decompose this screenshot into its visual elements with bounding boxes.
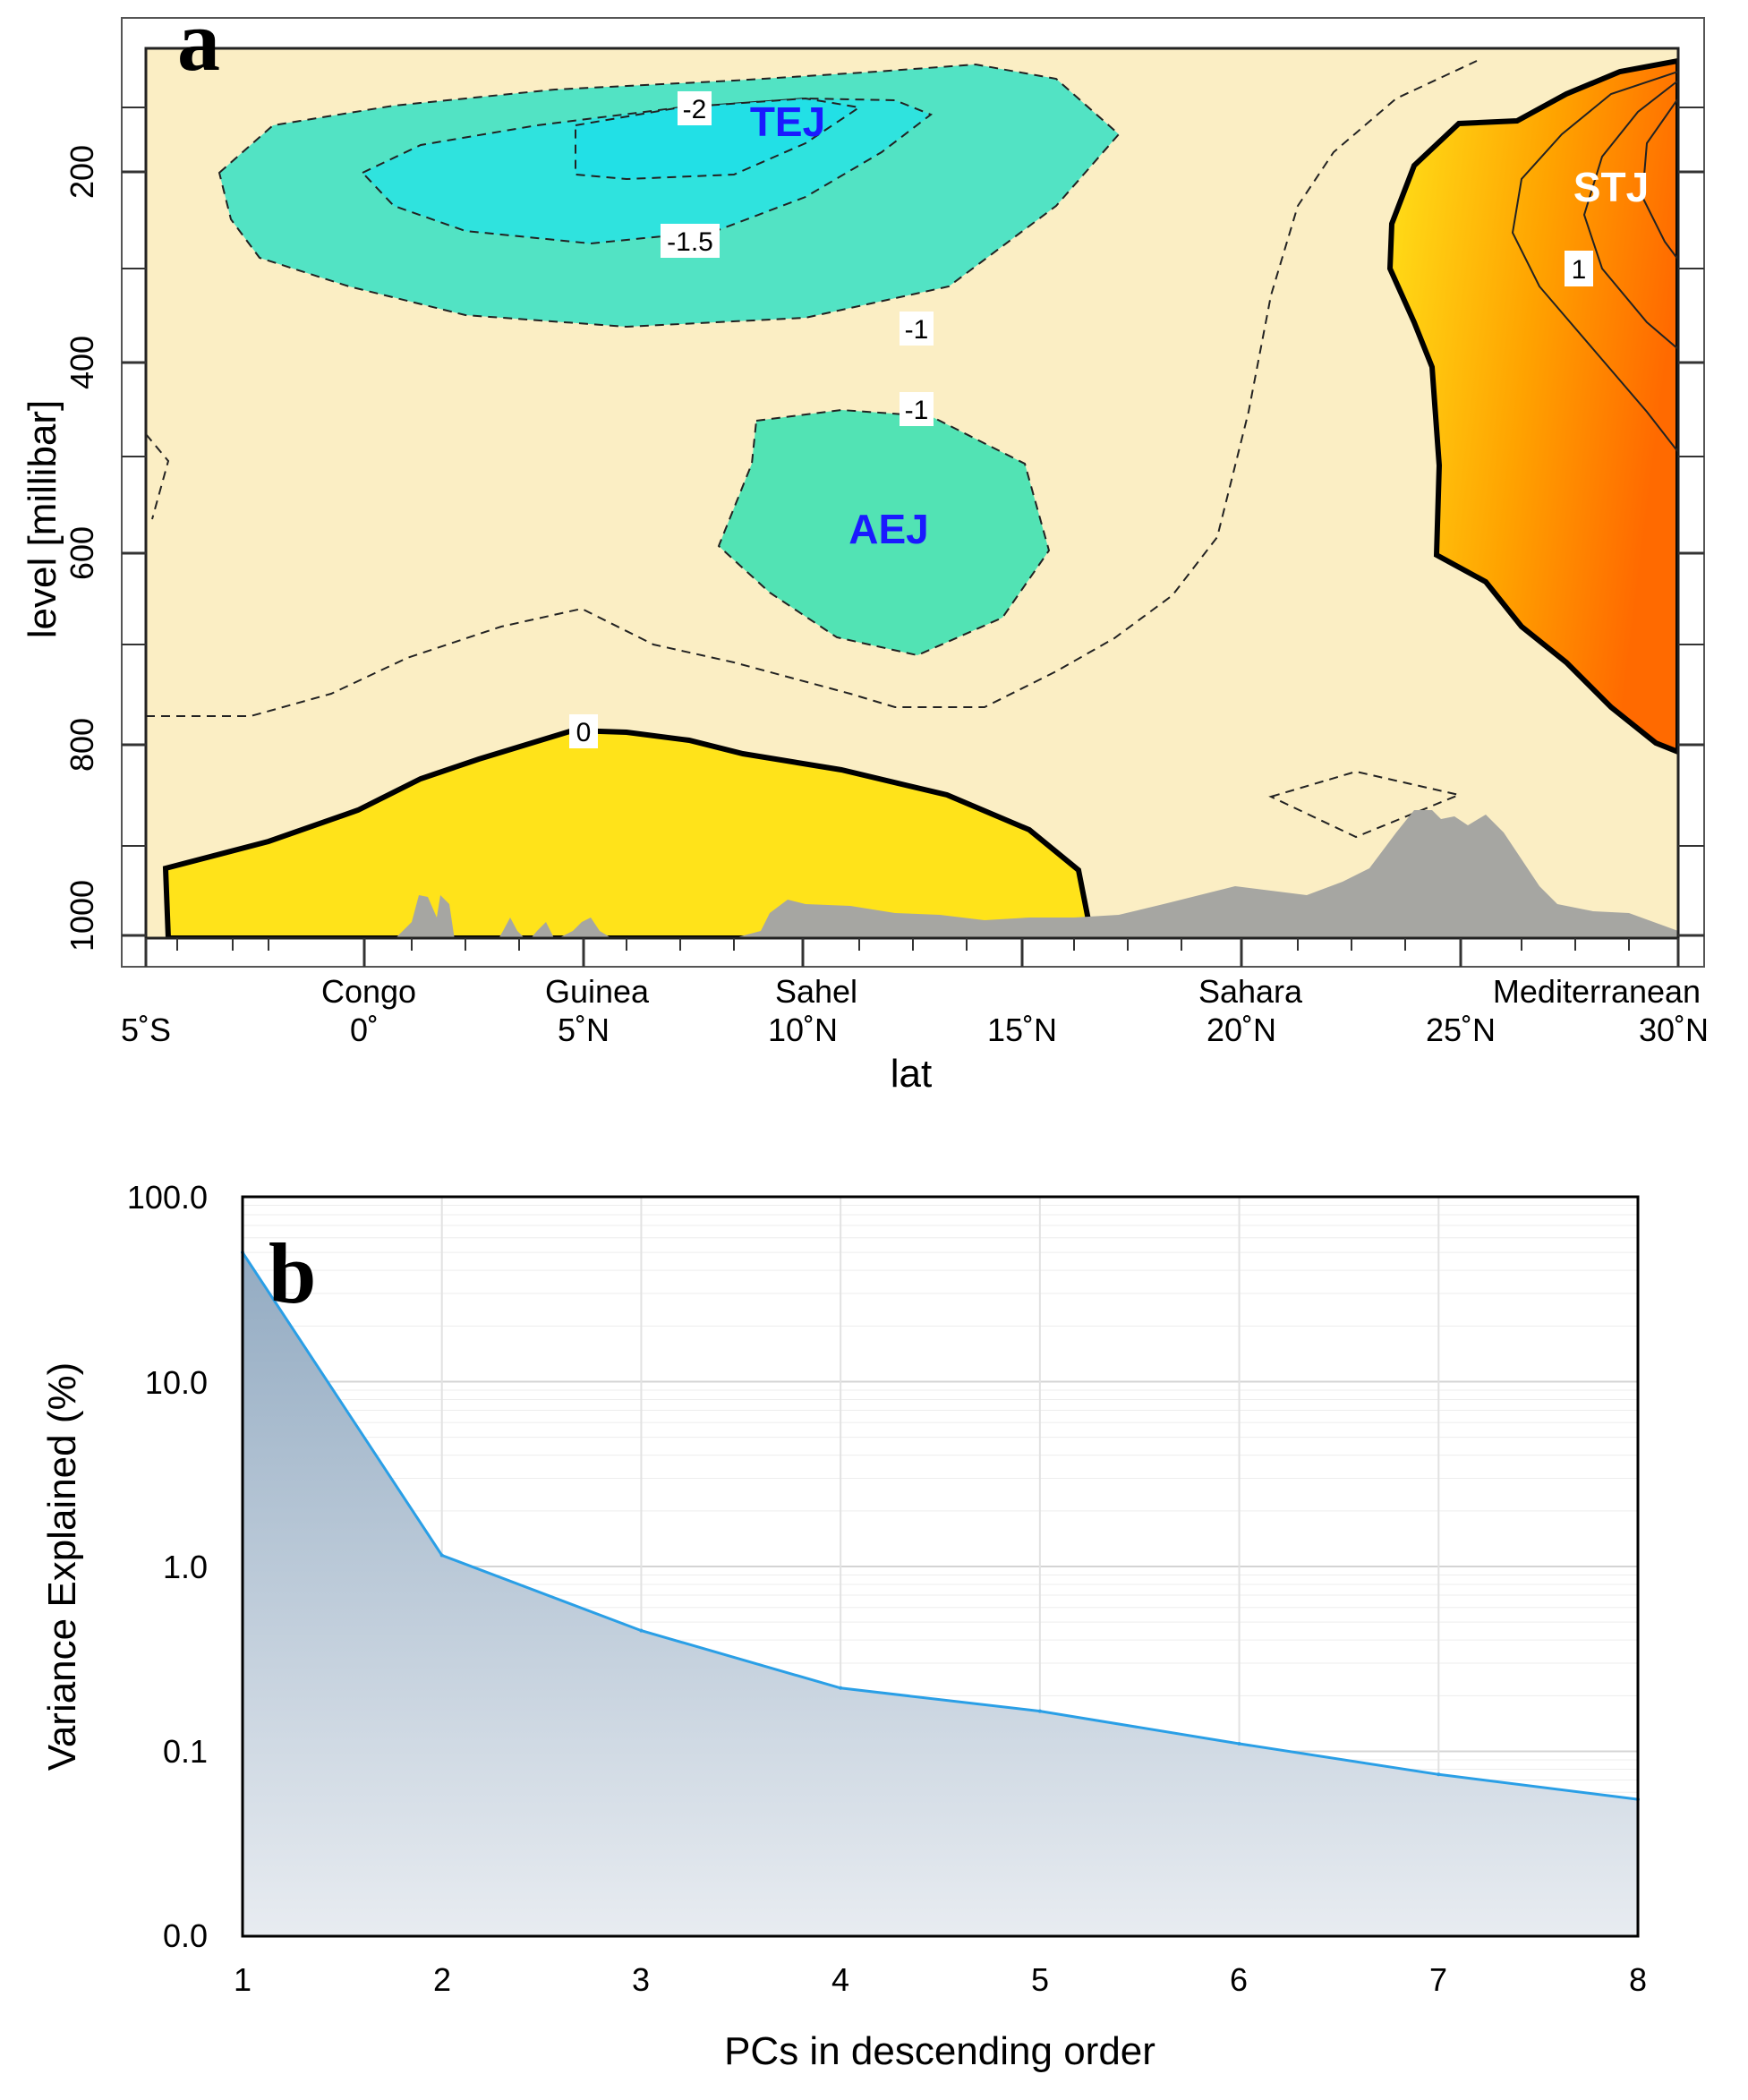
jet-label-stj: STJ bbox=[1573, 164, 1649, 210]
contour-label-neg1-5: -1.5 bbox=[667, 227, 713, 257]
data-point-pc7 bbox=[1437, 1772, 1441, 1777]
b-y-tick-0-1: 0.1 bbox=[163, 1733, 208, 1770]
region-congo: Congo bbox=[321, 973, 416, 1010]
b-y-axis-title: Variance Explained (%) bbox=[40, 1362, 84, 1771]
a-y-tick-400: 400 bbox=[64, 336, 100, 389]
a-x-tick-20n: 20˚N bbox=[1207, 1012, 1276, 1048]
tej-inner bbox=[575, 97, 862, 181]
stj-region bbox=[1386, 57, 1678, 755]
b-x-axis-title: PCs in descending order bbox=[724, 2029, 1155, 2073]
jet-label-tej: TEJ bbox=[750, 98, 825, 145]
contour-dash-right bbox=[1268, 770, 1462, 839]
panel-a-chart: 200 400 600 800 1000 level [millibar] 5˚… bbox=[21, 0, 1709, 1096]
contour-label-1: 1 bbox=[1572, 255, 1587, 285]
data-point-pc6 bbox=[1237, 1741, 1241, 1746]
b-x-tick-7: 7 bbox=[1429, 1961, 1447, 1998]
contour-label-neg1-b: -1 bbox=[905, 396, 929, 425]
contour-label-0: 0 bbox=[576, 718, 592, 747]
jet-label-aej: AEJ bbox=[848, 506, 928, 552]
plot-a-major-x-ticks bbox=[144, 938, 1680, 967]
a-x-tick-0: 0˚ bbox=[350, 1012, 379, 1048]
variance-line bbox=[241, 1251, 1639, 1801]
b-x-tick-2: 2 bbox=[433, 1961, 451, 1998]
panel-label-b: b bbox=[269, 1225, 316, 1321]
contour-dash-left bbox=[146, 433, 170, 520]
a-x-axis-title: lat bbox=[891, 1052, 932, 1096]
a-y-tick-1000: 1000 bbox=[64, 880, 100, 952]
stj-contour-3 bbox=[1641, 98, 1678, 260]
b-y-tick-1: 1.0 bbox=[163, 1549, 208, 1585]
stj-contour-2 bbox=[1582, 80, 1678, 350]
b-y-tick-100: 100.0 bbox=[127, 1179, 208, 1216]
terrain bbox=[396, 810, 1678, 938]
plot-a-outer-frame bbox=[121, 17, 1705, 968]
data-point-pc4 bbox=[839, 1686, 843, 1690]
b-x-tick-6: 6 bbox=[1230, 1961, 1248, 1998]
a-x-tick-25n: 25˚N bbox=[1426, 1012, 1496, 1048]
contour-label-neg1-a: -1 bbox=[905, 315, 929, 345]
b-x-tick-4: 4 bbox=[831, 1961, 849, 1998]
plot-a-minor-ticks bbox=[122, 107, 1704, 951]
a-y-axis-title: level [millibar] bbox=[21, 400, 64, 639]
contour-label-neg2: -2 bbox=[683, 95, 707, 124]
a-x-tick-10n: 10˚N bbox=[768, 1012, 838, 1048]
plot-a-major-y-ticks bbox=[122, 170, 1704, 937]
a-y-tick-800: 800 bbox=[64, 718, 100, 772]
b-x-tick-8: 8 bbox=[1629, 1961, 1647, 1998]
data-point-pc5 bbox=[1037, 1709, 1042, 1713]
stj-contour-1 bbox=[1511, 71, 1678, 453]
b-y-tick-10: 10.0 bbox=[145, 1364, 208, 1401]
region-mediterranean: Mediterranean bbox=[1493, 973, 1701, 1010]
b-x-tick-3: 3 bbox=[632, 1961, 650, 1998]
a-x-tick-15n: 15˚N bbox=[987, 1012, 1057, 1048]
plot-b-frame bbox=[241, 1195, 1640, 1938]
data-point-pc3 bbox=[639, 1628, 644, 1633]
contour-dash-mid bbox=[146, 60, 1478, 717]
a-x-tick-5s: 5˚S bbox=[121, 1012, 171, 1048]
panel-b-chart: 0.0 0.1 1.0 10.0 100.0 1 2 3 4 5 6 7 8 P… bbox=[40, 1179, 1647, 2073]
b-y-tick-0: 0.0 bbox=[163, 1917, 208, 1954]
panel-label-a: a bbox=[177, 0, 220, 89]
a-x-tick-30n: 30˚N bbox=[1639, 1012, 1709, 1048]
a-x-tick-5n: 5˚N bbox=[558, 1012, 610, 1048]
region-sahel: Sahel bbox=[775, 973, 857, 1010]
a-y-tick-600: 600 bbox=[64, 526, 100, 580]
b-x-tick-5: 5 bbox=[1031, 1961, 1049, 1998]
b-x-tick-1: 1 bbox=[234, 1961, 252, 1998]
a-y-tick-200: 200 bbox=[64, 145, 100, 199]
low-level-positive-region bbox=[162, 727, 1096, 938]
region-guinea: Guinea bbox=[545, 973, 650, 1010]
region-sahara: Sahara bbox=[1198, 973, 1303, 1010]
contour-labels: -2 -1.5 -1 -1 0 1 bbox=[569, 91, 1593, 748]
variance-area bbox=[243, 1252, 1638, 1936]
data-point-pc2 bbox=[439, 1553, 444, 1558]
